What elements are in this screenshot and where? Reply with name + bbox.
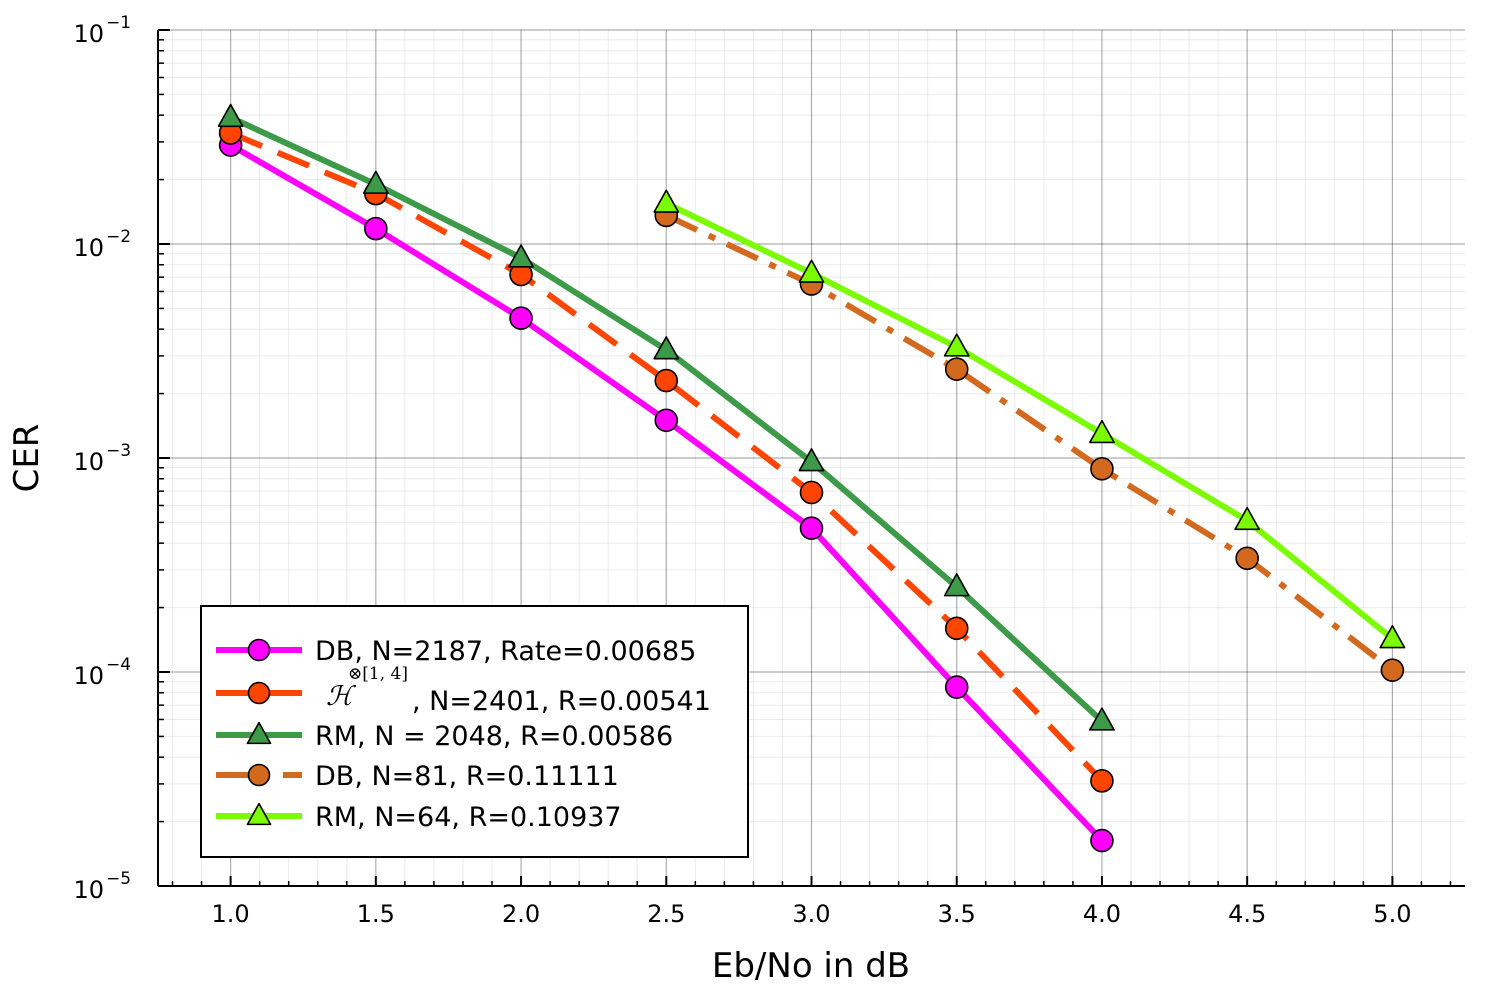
legend-label-2: , N=2401, R=0.00541 <box>412 686 711 717</box>
series-5-line <box>664 200 1395 642</box>
y-tick-label: 10 <box>73 448 104 476</box>
legend-marker-4 <box>247 763 271 787</box>
legend-label-1: DB, N=2187, Rate=0.00685 <box>315 636 696 667</box>
y-tick-exponent: −5 <box>106 869 131 889</box>
legend-label-5: RM, N=64, R=0.10937 <box>315 802 622 833</box>
y-tick-exponent: −2 <box>106 227 131 247</box>
series-3-point <box>217 103 244 128</box>
series-1-point <box>944 675 969 699</box>
axis-ticks <box>158 29 1452 887</box>
series-5-point <box>1234 506 1261 531</box>
y-tick-base: 10 <box>73 876 104 904</box>
y-tick-base: 10 <box>73 234 104 262</box>
y-tick-exponent: −3 <box>106 441 131 461</box>
legend-marker-2 <box>247 681 271 705</box>
y-tick-exponent: −1 <box>106 13 131 33</box>
y-tick-base: 10 <box>73 448 104 476</box>
series-5-point <box>1379 625 1406 649</box>
series-1-point <box>799 516 824 540</box>
series-3-point <box>798 448 825 472</box>
series-5-point <box>943 333 970 357</box>
legend: DB, N=2187, Rate=0.00685 ℋ⊗[1, 4], N=2401… <box>200 605 749 858</box>
legend-label-3: RM, N = 2048, R=0.00586 <box>315 721 673 752</box>
y-tick-label: 10 <box>73 876 104 904</box>
series-1-point <box>364 216 388 241</box>
series-3-point <box>362 170 389 194</box>
legend-label-4: DB, N=81, R=0.11111 <box>315 761 619 792</box>
series-3-point <box>508 244 534 268</box>
legend-label-superscript: ⊗[1, 4] <box>348 664 408 684</box>
series-4-point <box>944 357 969 381</box>
y-tick-label: 10 <box>73 234 104 262</box>
series-5-point <box>798 259 825 283</box>
legend-marker-3 <box>246 721 272 745</box>
x-tick-label: 2.5 <box>647 900 685 928</box>
series-4-point <box>1235 546 1259 571</box>
series-4-point <box>1380 658 1405 682</box>
x-axis-label: Eb/No in dB <box>712 946 910 986</box>
series-1 <box>218 133 1114 853</box>
x-tick-label: 5.0 <box>1373 900 1411 928</box>
series-1-point <box>509 306 533 331</box>
series-4-line <box>664 212 1395 673</box>
series-5-point <box>653 189 680 213</box>
tick-labels: 1.0 1.5 2.0 2.5 3.0 3.5 4.0 4.5 5.010 −510 −410 −31… <box>73 13 1411 928</box>
x-tick-label: 4.0 <box>1083 900 1121 928</box>
series-3 <box>217 103 1115 731</box>
y-tick-base: 10 <box>73 662 104 690</box>
legend-marker-5 <box>246 802 272 826</box>
x-tick-label: 3.0 <box>792 900 830 928</box>
y-tick-label: 10 <box>73 662 104 690</box>
series-3-point <box>653 336 680 360</box>
y-tick-label: 10 <box>73 20 104 48</box>
series-2-point <box>944 616 969 641</box>
series-2-point <box>1090 769 1114 793</box>
series-1-point <box>654 408 679 433</box>
series-1-point <box>1090 828 1114 853</box>
series-2-point <box>654 368 679 393</box>
x-tick-label: 2.0 <box>502 900 540 928</box>
y-tick-base: 10 <box>73 20 104 48</box>
y-tick-exponent: −4 <box>106 655 131 675</box>
series-4-point <box>1090 457 1114 481</box>
series-3-point <box>1089 707 1115 731</box>
legend-label-symbol: ℋ <box>326 681 357 712</box>
legend-marker-1 <box>247 638 271 662</box>
x-tick-label: 4.5 <box>1228 900 1266 928</box>
series-2-point <box>799 480 824 505</box>
series-5 <box>653 189 1406 649</box>
y-axis-label: CER <box>7 424 47 493</box>
series-5-point <box>1089 419 1115 444</box>
x-tick-label: 1.0 <box>212 900 250 928</box>
x-tick-label: 1.5 <box>357 900 395 928</box>
series-layer <box>217 103 1406 853</box>
x-tick-label: 3.5 <box>938 900 976 928</box>
series-3-point <box>943 573 970 597</box>
major-grid <box>158 29 1465 887</box>
